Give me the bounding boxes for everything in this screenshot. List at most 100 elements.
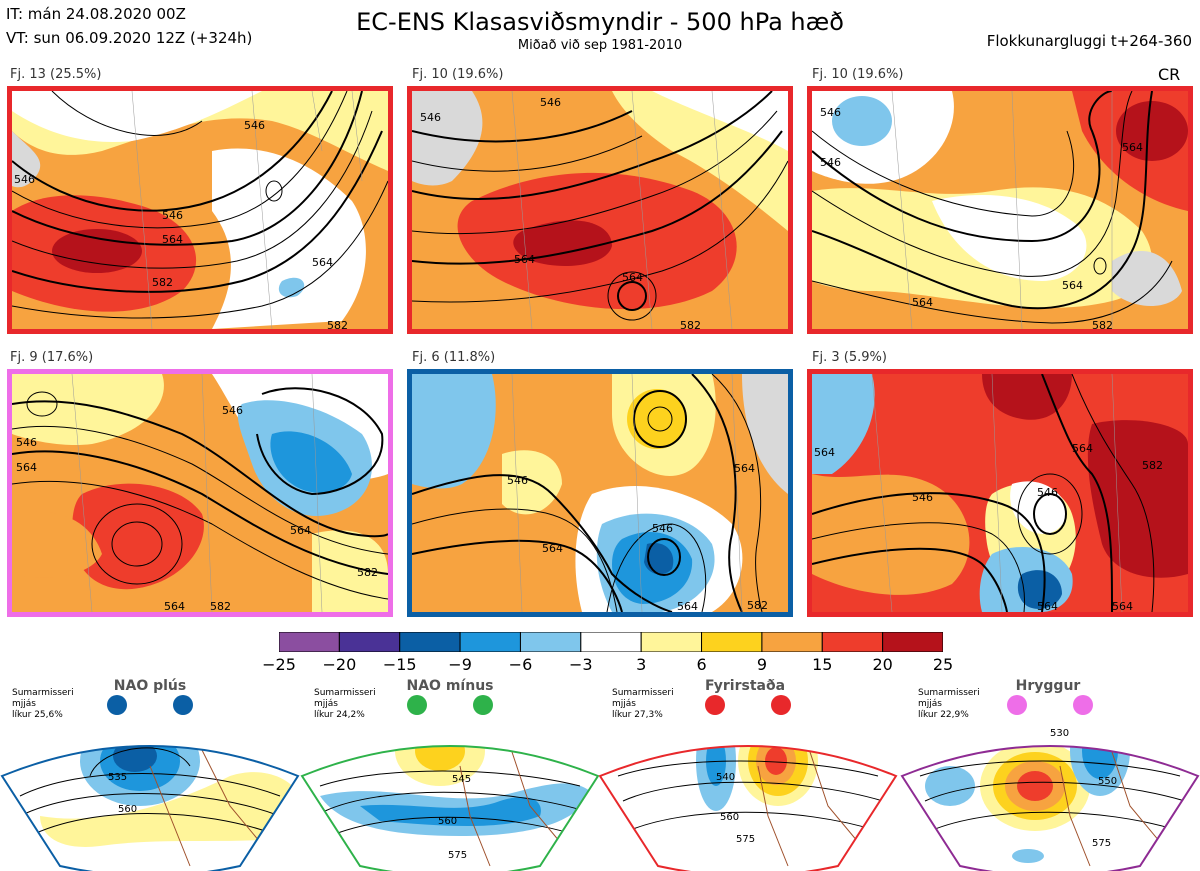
regime-prob: líkur 22,9%: [918, 710, 969, 720]
colorbar-tick-label: −20: [322, 655, 357, 674]
contour-label: 564: [16, 461, 37, 474]
contour-label: 546: [16, 436, 37, 449]
colorbar-segment: [459, 632, 521, 652]
colorbar-segment: [279, 632, 340, 652]
contour-label: 564: [1072, 442, 1093, 455]
regime-season: Sumarmisseri: [12, 688, 74, 698]
colorbar-segment: [821, 632, 884, 652]
regime-name-2: NAO mínus: [406, 678, 494, 694]
regime-name-1: NAO plús: [113, 678, 187, 694]
regime-prob: líkur 24,2%: [314, 710, 365, 720]
colorbar-segment: [580, 632, 642, 652]
page-title: EC-ENS Klasasviðsmyndir - 500 hPa hæð: [356, 8, 844, 36]
regime-map-blocking: 540 560 575: [598, 676, 898, 871]
colorbar-tick-label: 9: [756, 655, 767, 674]
contour-label: 582: [747, 599, 768, 612]
contour-label: 560: [720, 812, 739, 823]
panel-label-4: Fj. 9 (17.6%): [10, 350, 94, 365]
contour-label: 582: [357, 566, 378, 579]
colorbar-segment: [701, 632, 763, 652]
contour-label: 546: [1037, 486, 1058, 499]
regime-dot: [173, 695, 193, 715]
contour-label: 564: [290, 524, 311, 537]
contour-label: 564: [1112, 600, 1133, 612]
colorbar-segment: [399, 632, 461, 652]
contour-label: 582: [327, 319, 348, 329]
colorbar-tick-label: 25: [932, 655, 954, 674]
contour-label: 564: [312, 256, 333, 269]
colorbar-segment: [338, 632, 401, 652]
contour-label: 540: [716, 772, 735, 783]
contour-label: 564: [912, 296, 933, 309]
contour-label: 564: [814, 446, 835, 459]
regime-info-1: Sumarmisseri mjjás líkur 25,6%: [12, 688, 74, 721]
contour-label: 546: [540, 96, 561, 109]
contour-label: 575: [448, 850, 467, 861]
regime-dot: [771, 695, 791, 715]
contour-label: 564: [1122, 141, 1143, 154]
regime-dot: [705, 695, 725, 715]
classification-window: Flokkunargluggi t+264-360: [986, 32, 1192, 50]
contour-label: 564: [542, 542, 563, 555]
cr-label: CR: [1158, 65, 1181, 84]
regime-smooth: mjjás: [612, 699, 636, 709]
regime-dot: [407, 695, 427, 715]
panel-label-3: Fj. 10 (19.6%): [812, 67, 904, 82]
contour-label: 546: [652, 522, 673, 535]
regime-smooth: mjjás: [314, 699, 338, 709]
panel-label-5: Fj. 6 (11.8%): [412, 350, 496, 365]
contour-label: 564: [1037, 600, 1058, 612]
regime-smooth: mjjás: [12, 699, 36, 709]
contour-label: 546: [820, 156, 841, 169]
contour-label: 582: [210, 600, 231, 612]
contour-label: 546: [507, 474, 528, 487]
contour-label: 560: [118, 804, 137, 815]
colorbar-tick-label: 6: [696, 655, 707, 674]
contour-label: 564: [622, 271, 643, 284]
contour-label: 564: [1062, 279, 1083, 292]
colorbar-tick-label: −3: [569, 655, 593, 674]
cluster-map-5: 546 564 546 564 582 564: [407, 369, 793, 617]
regime-map-ridge: 530 550 575: [900, 676, 1200, 871]
contour-label: 546: [162, 209, 183, 222]
cluster-map-1: 546 564 582 546 564 582 546: [7, 86, 393, 334]
colorbar-tick-label: 3: [636, 655, 647, 674]
contour-label: 546: [244, 119, 265, 132]
initial-time: IT: mán 24.08.2020 00Z: [6, 5, 186, 23]
contour-label: 582: [152, 276, 173, 289]
colorbar-tick-label: −9: [448, 655, 472, 674]
colorbar-tick-label: −25: [262, 655, 296, 674]
contour-label: 564: [514, 253, 535, 266]
regime-dot: [473, 695, 493, 715]
colorbar-segment: [640, 632, 703, 652]
contour-label: 535: [108, 772, 127, 783]
contour-label: 546: [14, 173, 35, 186]
colorbar-segment: [761, 632, 823, 652]
colorbar-tick-label: −15: [382, 655, 417, 674]
contour-label: 564: [162, 233, 183, 246]
contour-label: 582: [1142, 459, 1163, 472]
contour-label: 564: [734, 462, 755, 475]
regime-prob: líkur 27,3%: [612, 710, 663, 720]
valid-time: VT: sun 06.09.2020 12Z (+324h): [6, 29, 253, 47]
contour-label: 546: [420, 111, 441, 124]
regime-info-4: Sumarmisseri mjjás líkur 22,9%: [918, 688, 980, 721]
regime-season: Sumarmisseri: [314, 688, 376, 698]
cluster-map-4: 546 564 546 564 582 564 582: [7, 369, 393, 617]
regime-map-nao-minus: 545 560 575: [300, 676, 600, 871]
cluster-map-3: 546 564 564 582 564 546: [807, 86, 1193, 334]
contour-label: 546: [912, 491, 933, 504]
regime-name-3: Fyrirstaða: [704, 678, 786, 694]
cluster-map-6: 546 564 564 546 582 564 564: [807, 369, 1193, 617]
regime-info-2: Sumarmisseri mjjás líkur 24,2%: [314, 688, 376, 721]
regime-map-nao-plus: 535 560: [0, 676, 300, 871]
panel-label-2: Fj. 10 (19.6%): [412, 67, 504, 82]
contour-label: 560: [438, 816, 457, 827]
panel-label-6: Fj. 3 (5.9%): [812, 350, 887, 365]
colorbar-tick-label: 20: [872, 655, 893, 674]
regime-season: Sumarmisseri: [918, 688, 980, 698]
contour-label: 530: [1050, 728, 1069, 739]
contour-label: 550: [1098, 776, 1117, 787]
contour-label: 546: [222, 404, 243, 417]
regime-info-3: Sumarmisseri mjjás líkur 27,3%: [612, 688, 674, 721]
